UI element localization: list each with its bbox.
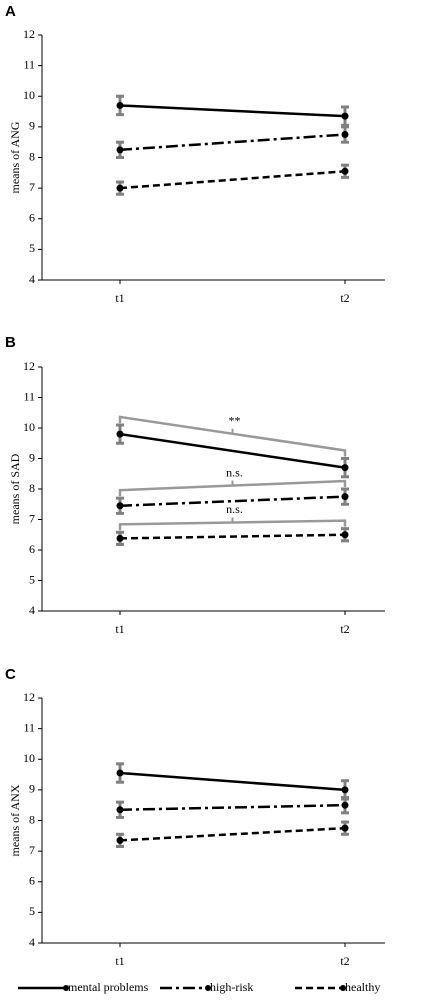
y-tick-label: 6 — [29, 542, 35, 556]
y-tick-label: 5 — [29, 904, 35, 918]
y-axis-label: means of ANX — [8, 784, 22, 856]
y-tick-label: 12 — [23, 359, 35, 373]
y-tick-label: 9 — [29, 450, 35, 464]
annotation: n.s. — [226, 502, 243, 516]
y-tick-label: 9 — [29, 782, 35, 796]
point — [341, 167, 349, 175]
y-tick-label: 11 — [23, 57, 35, 71]
y-tick-label: 8 — [29, 481, 35, 495]
point — [341, 464, 349, 472]
y-tick-label: 10 — [23, 751, 35, 765]
legend-label: healthy — [345, 980, 380, 994]
y-tick-label: 7 — [29, 180, 35, 194]
point — [341, 493, 349, 501]
panel-label: C — [5, 666, 16, 683]
y-tick-label: 8 — [29, 812, 35, 826]
x-tick-label: t1 — [115, 954, 124, 968]
point — [116, 502, 124, 510]
y-tick-label: 11 — [23, 720, 35, 734]
point — [116, 806, 124, 814]
point — [341, 531, 349, 539]
y-tick-label: 12 — [23, 27, 35, 41]
point — [341, 131, 349, 139]
y-tick-label: 12 — [23, 690, 35, 704]
y-tick-label: 6 — [29, 211, 35, 225]
y-tick-label: 5 — [29, 572, 35, 586]
y-axis-label: means of SAD — [8, 453, 22, 524]
point — [116, 101, 124, 109]
point — [116, 534, 124, 542]
legend-label: mental problems — [68, 980, 149, 994]
y-axis-label: means of ANG — [8, 121, 22, 193]
legend-marker — [205, 985, 211, 991]
series-line — [119, 826, 346, 842]
point — [116, 430, 124, 438]
x-tick-label: t1 — [115, 291, 124, 305]
y-tick-label: 4 — [29, 603, 35, 617]
y-tick-label: 7 — [29, 511, 35, 525]
y-tick-label: 10 — [23, 88, 35, 102]
legend-marker — [340, 985, 346, 991]
series-line — [119, 533, 346, 540]
point — [116, 146, 124, 154]
x-tick-label: t2 — [340, 291, 349, 305]
x-tick-label: t1 — [115, 622, 124, 636]
x-tick-label: t2 — [340, 954, 349, 968]
y-tick-label: 5 — [29, 241, 35, 255]
y-tick-label: 10 — [23, 420, 35, 434]
point — [116, 184, 124, 192]
point — [116, 836, 124, 844]
y-tick-label: 9 — [29, 119, 35, 133]
panel-label: A — [5, 3, 16, 20]
legend-label: high-risk — [210, 980, 253, 994]
series-line — [119, 495, 346, 508]
series-line — [119, 432, 346, 469]
y-tick-label: 11 — [23, 389, 35, 403]
point — [341, 786, 349, 794]
annotation: n.s. — [226, 465, 243, 479]
x-tick-label: t2 — [340, 622, 349, 636]
point — [341, 824, 349, 832]
legend-marker — [63, 985, 69, 991]
point — [341, 801, 349, 809]
annotation: ** — [229, 413, 241, 427]
point — [116, 769, 124, 777]
series-line — [119, 104, 346, 118]
series-line — [119, 133, 346, 152]
panel-label: B — [5, 334, 16, 351]
y-tick-label: 4 — [29, 935, 35, 949]
y-tick-label: 7 — [29, 843, 35, 857]
y-tick-label: 6 — [29, 874, 35, 888]
y-tick-label: 8 — [29, 149, 35, 163]
series-line — [119, 170, 346, 190]
series-line — [119, 771, 346, 792]
point — [341, 112, 349, 120]
series-line — [119, 803, 346, 812]
y-tick-label: 4 — [29, 272, 35, 286]
